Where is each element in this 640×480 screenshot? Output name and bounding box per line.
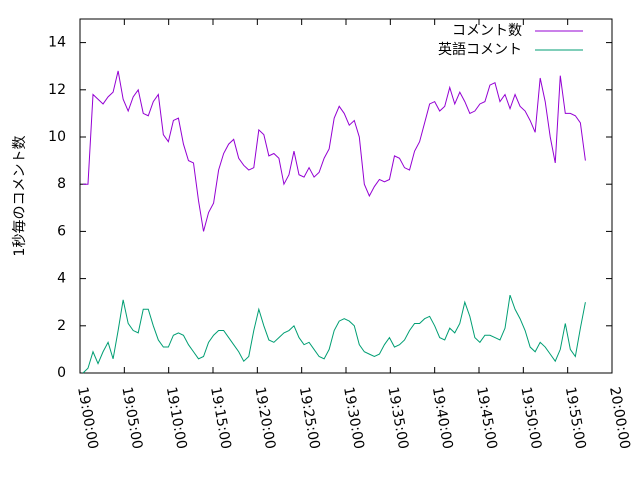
x-tick-label: 20:00:00 <box>606 386 633 451</box>
x-tick-label: 19:40:00 <box>429 386 456 451</box>
x-tick-label: 19:25:00 <box>296 386 323 451</box>
y-tick-label: 0 <box>57 365 66 381</box>
y-tick-label: 10 <box>48 129 66 145</box>
series-line <box>82 70 586 232</box>
legend-label: コメント数 <box>452 23 522 39</box>
y-tick-label: 4 <box>57 271 66 287</box>
x-tick-label: 19:45:00 <box>473 386 500 451</box>
x-tick-label: 19:50:00 <box>517 386 544 451</box>
x-tick-label: 19:10:00 <box>163 386 190 451</box>
series-line <box>82 294 586 374</box>
x-tick-label: 19:55:00 <box>562 386 589 451</box>
x-tick-label: 19:05:00 <box>118 386 145 451</box>
legend-label: 英語コメント <box>438 41 522 58</box>
y-tick-label: 14 <box>48 35 66 51</box>
x-tick-label: 19:30:00 <box>340 386 367 451</box>
x-tick-label: 19:00:00 <box>74 386 101 451</box>
y-tick-label: 2 <box>57 318 66 334</box>
y-axis-label: 1秒毎のコメント数 <box>12 136 28 257</box>
y-tick-label: 8 <box>57 176 66 192</box>
x-tick-label: 19:20:00 <box>251 386 278 451</box>
x-tick-label: 19:35:00 <box>384 386 411 451</box>
x-tick-label: 19:15:00 <box>207 386 234 451</box>
y-tick-label: 12 <box>48 82 66 98</box>
y-tick-label: 6 <box>57 223 66 239</box>
